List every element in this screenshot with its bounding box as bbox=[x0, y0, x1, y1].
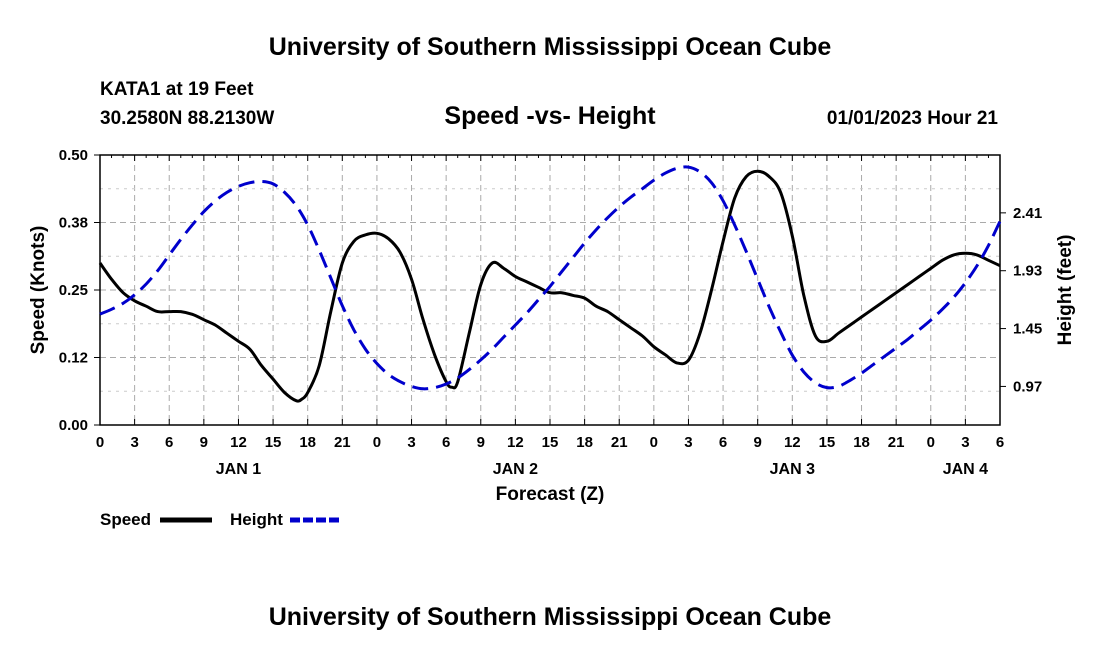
x-tick-label: 15 bbox=[819, 434, 836, 451]
x-day-label: JAN 1 bbox=[216, 461, 261, 478]
x-day-label: JAN 3 bbox=[770, 461, 815, 478]
x-tick-label: 9 bbox=[200, 434, 208, 451]
chart-title: University of Southern Mississippi Ocean… bbox=[269, 33, 832, 61]
chart-datetime: 01/01/2023 Hour 21 bbox=[827, 108, 999, 129]
x-tick-label: 3 bbox=[130, 434, 138, 451]
y-right-tick-label: 2.41 bbox=[1013, 205, 1042, 222]
y-right-tick-label: 1.93 bbox=[1013, 263, 1042, 280]
x-tick-label: 0 bbox=[927, 434, 935, 451]
x-tick-label: 6 bbox=[165, 434, 173, 451]
x-tick-label: 18 bbox=[299, 434, 316, 451]
station-coords: 30.2580N 88.2130W bbox=[100, 108, 274, 129]
x-tick-label: 3 bbox=[407, 434, 415, 451]
x-tick-label: 0 bbox=[650, 434, 658, 451]
x-tick-label: 21 bbox=[888, 434, 905, 451]
x-tick-label: 6 bbox=[719, 434, 727, 451]
x-tick-label: 21 bbox=[334, 434, 351, 451]
x-tick-label: 15 bbox=[265, 434, 282, 451]
legend-height-label: Height bbox=[230, 510, 283, 529]
chart-subtitle: Speed -vs- Height bbox=[444, 102, 656, 130]
x-tick-label: 9 bbox=[754, 434, 762, 451]
x-axis: 0 3 6 9 12 15 18 21 0 3 6 9 12 15 18 21 0 3 6 9 12 15 18 21 0 3 6J… bbox=[96, 155, 1004, 478]
grid bbox=[100, 155, 1000, 425]
x-tick-label: 9 bbox=[477, 434, 485, 451]
x-tick-label: 21 bbox=[611, 434, 628, 451]
x-tick-label: 18 bbox=[853, 434, 870, 451]
x-tick-label: 15 bbox=[542, 434, 559, 451]
y-axis-left: 0.00 0.12 0.25 0.38 0.50 bbox=[59, 147, 100, 434]
y-left-tick-label: 0.38 bbox=[59, 215, 88, 232]
station-label: KATA1 at 19 Feet bbox=[100, 79, 254, 100]
y-right-tick-label: 1.45 bbox=[1013, 321, 1042, 338]
x-day-label: JAN 2 bbox=[493, 461, 538, 478]
x-tick-label: 6 bbox=[442, 434, 450, 451]
x-tick-label: 18 bbox=[576, 434, 593, 451]
y-right-tick-label: 0.97 bbox=[1013, 378, 1042, 395]
legend: Speed Height bbox=[100, 510, 342, 529]
x-tick-label: 12 bbox=[230, 434, 247, 451]
x-tick-label: 0 bbox=[373, 434, 381, 451]
x-day-label: JAN 4 bbox=[943, 461, 988, 478]
x-tick-label: 0 bbox=[96, 434, 104, 451]
x-axis-title: Forecast (Z) bbox=[496, 484, 605, 505]
y-axis-right-title: Height (feet) bbox=[1055, 235, 1076, 346]
series-lines bbox=[98, 165, 1002, 403]
footer-title: University of Southern Mississippi Ocean… bbox=[269, 603, 832, 631]
x-tick-label: 3 bbox=[961, 434, 969, 451]
y-axis-left-title: Speed (Knots) bbox=[28, 226, 49, 355]
x-tick-label: 3 bbox=[684, 434, 692, 451]
y-left-tick-label: 0.12 bbox=[59, 350, 88, 367]
x-tick-label: 6 bbox=[996, 434, 1004, 451]
y-left-tick-label: 0.50 bbox=[59, 147, 88, 164]
legend-speed-label: Speed bbox=[100, 510, 151, 529]
x-tick-label: 12 bbox=[507, 434, 524, 451]
height-series-line bbox=[99, 165, 1002, 391]
y-left-tick-label: 0.25 bbox=[59, 282, 88, 299]
y-axis-right: 0.97 1.45 1.93 2.41 bbox=[1000, 205, 1042, 395]
speed-series-line bbox=[98, 169, 1001, 403]
y-left-tick-label: 0.00 bbox=[59, 417, 88, 434]
x-tick-label: 12 bbox=[784, 434, 801, 451]
